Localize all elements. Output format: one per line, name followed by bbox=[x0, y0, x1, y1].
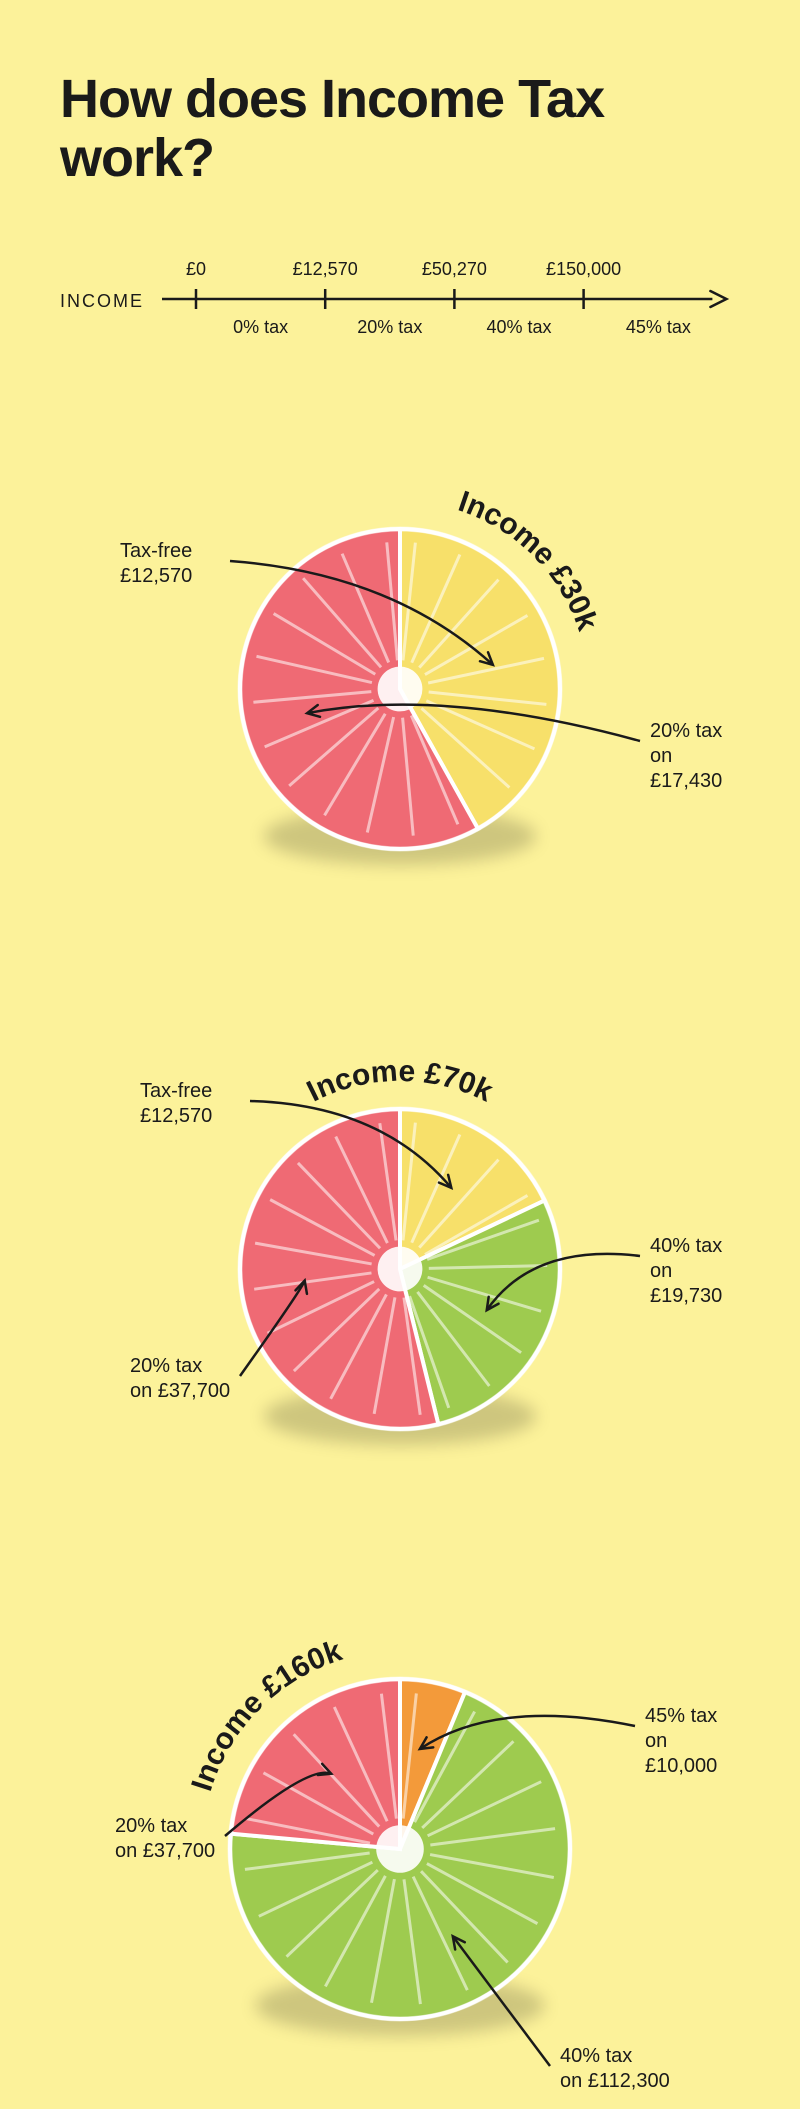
infographic-page: How does Income Tax work? INCOME £0£12,5… bbox=[0, 0, 800, 2048]
callout-line: £17,430 bbox=[650, 769, 740, 794]
callout-line: Tax-free bbox=[140, 1079, 212, 1104]
callout-line: £19,730 bbox=[650, 1284, 740, 1309]
axis-band-label: 40% tax bbox=[486, 317, 551, 338]
callout-line: 20% tax bbox=[115, 1814, 215, 1839]
pie-section: Income £70k Tax-free£12,570 40% tax on£19,… bbox=[60, 1019, 740, 1519]
callout-line: 40% tax on bbox=[650, 1234, 740, 1284]
axis-band-label: 0% tax bbox=[233, 317, 288, 338]
pie-callout: Tax-free£12,570 bbox=[120, 539, 192, 589]
callout-line: Tax-free bbox=[120, 539, 192, 564]
axis-tick-label: £50,270 bbox=[422, 259, 487, 280]
axis-band-label: 45% tax bbox=[626, 317, 691, 338]
svg-text:Income £70k: Income £70k bbox=[302, 1054, 498, 1108]
callout-line: £12,570 bbox=[120, 564, 192, 589]
axis-tick-label: £0 bbox=[186, 259, 206, 280]
pie-callout: Tax-free£12,570 bbox=[140, 1079, 212, 1129]
callout-line: on £37,700 bbox=[130, 1379, 230, 1404]
pie-chart: Income £160k bbox=[140, 1589, 660, 2109]
pie-callout: 45% taxon £10,000 bbox=[645, 1704, 740, 1779]
pie-section: Income £160k45% taxon £10,00040% taxon £… bbox=[60, 1599, 740, 2099]
pie-title: Income £70k bbox=[302, 1054, 498, 1108]
axis-band-label: 20% tax bbox=[357, 317, 422, 338]
axis-line-svg bbox=[60, 249, 740, 359]
pie-callout: 20% taxon £37,700 bbox=[130, 1354, 230, 1404]
pie-chart: Income £30k bbox=[150, 439, 650, 939]
pie-callout: 20% taxon £37,700 bbox=[115, 1814, 215, 1864]
pie-callout: 40% taxon £112,300 bbox=[560, 2044, 670, 2094]
callout-line: 20% tax on bbox=[650, 719, 740, 769]
callout-line: £12,570 bbox=[140, 1104, 212, 1129]
callout-line: on £10,000 bbox=[645, 1729, 740, 1779]
pie-chart: Income £70k bbox=[150, 1019, 650, 1519]
pie-callout: 20% tax on£17,430 bbox=[650, 719, 740, 794]
page-title: How does Income Tax work? bbox=[60, 70, 740, 189]
axis-tick-label: £12,570 bbox=[293, 259, 358, 280]
axis-tick-label: £150,000 bbox=[546, 259, 621, 280]
pie-callout: 40% tax on£19,730 bbox=[650, 1234, 740, 1309]
callout-line: on £37,700 bbox=[115, 1839, 215, 1864]
income-axis: INCOME £0£12,570£50,270£150,0000% tax20%… bbox=[60, 249, 720, 359]
pie-section: Income £30kTax-free£12,570 20% tax on£17,… bbox=[60, 439, 740, 939]
callout-line: on £112,300 bbox=[560, 2069, 670, 2094]
callout-line: 20% tax bbox=[130, 1354, 230, 1379]
callout-line: 45% tax bbox=[645, 1704, 740, 1729]
